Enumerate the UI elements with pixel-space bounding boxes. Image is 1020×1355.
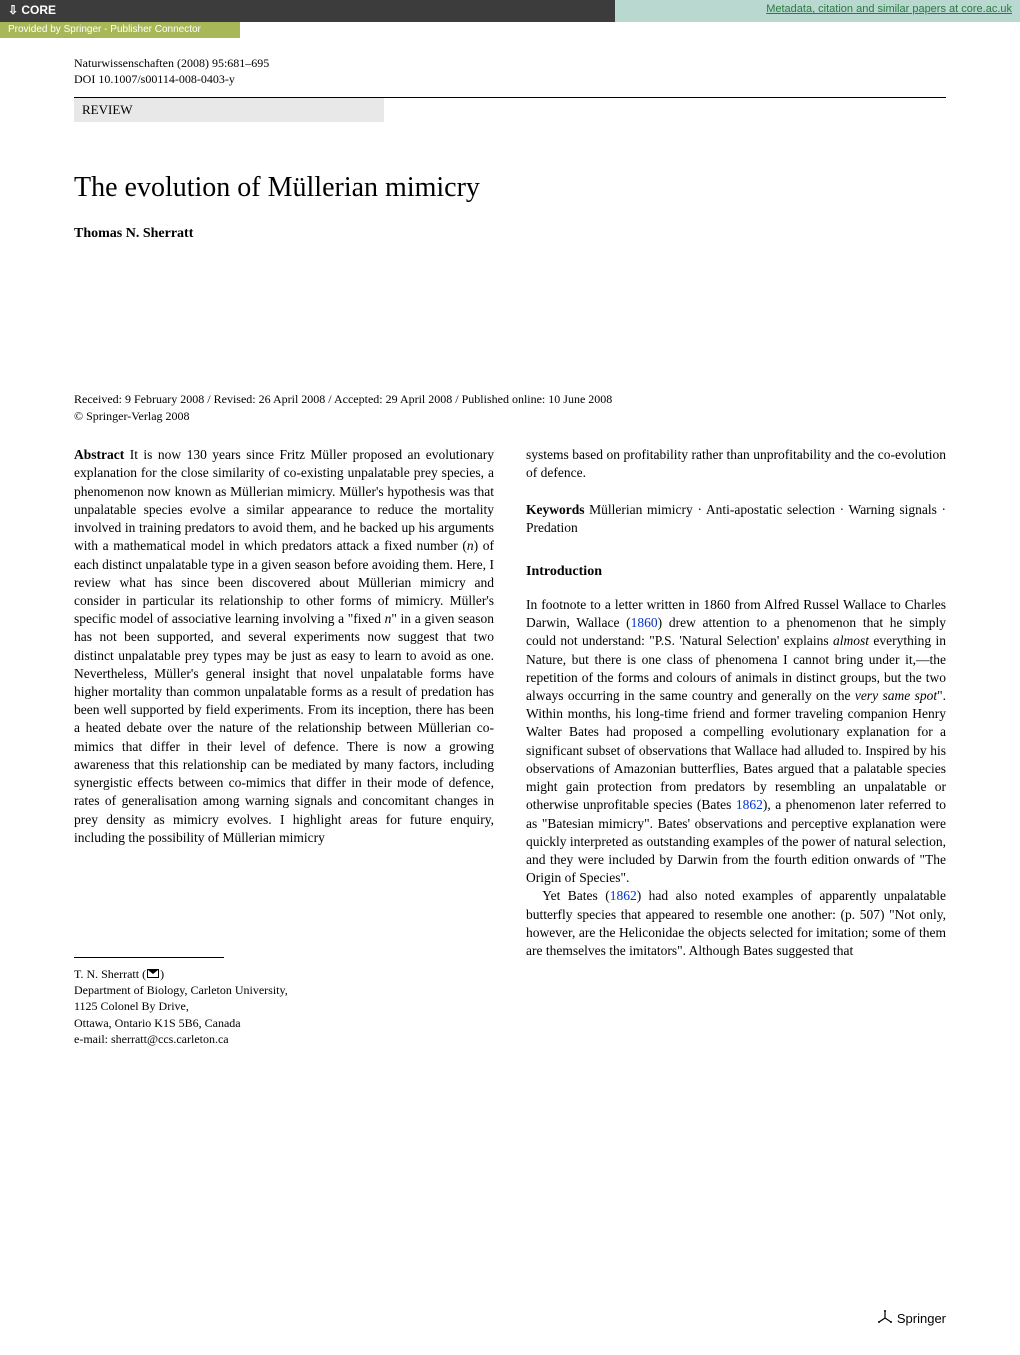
abstract-n1: n — [467, 538, 474, 553]
springer-text: Springer — [897, 1311, 946, 1326]
affiliation-addr2: Ottawa, Ontario K1S 5B6, Canada — [74, 1015, 494, 1031]
springer-footer: Springer — [877, 1310, 946, 1329]
right-column: systems based on profitability rather th… — [526, 446, 946, 1047]
article-title: The evolution of Müllerian mimicry — [74, 172, 946, 204]
intro-p1-d: ". Within months, his long-time friend a… — [526, 688, 946, 812]
abstract-continuation: systems based on profitability rather th… — [526, 446, 946, 482]
introduction-heading: Introduction — [526, 563, 946, 582]
ref-bates-1862-a[interactable]: 1862 — [736, 797, 763, 812]
core-link-section: Metadata, citation and similar papers at… — [615, 0, 1020, 22]
ref-bates-1862-b[interactable]: 1862 — [610, 888, 637, 903]
springer-logo-icon — [877, 1310, 893, 1329]
copyright-line: © Springer-Verlag 2008 — [74, 409, 946, 424]
left-column: Abstract It is now 130 years since Fritz… — [74, 446, 494, 1047]
core-label: CORE — [21, 3, 56, 17]
affiliation-block: T. N. Sherratt () Department of Biology,… — [74, 966, 494, 1047]
page-content: Naturwissenschaften (2008) 95:681–695 DO… — [0, 38, 1020, 1087]
abstract-paragraph: Abstract It is now 130 years since Fritz… — [74, 446, 494, 847]
dates-line: Received: 9 February 2008 / Revised: 26 … — [74, 392, 946, 407]
mail-icon — [147, 969, 159, 978]
core-logo-section: ⇩ CORE — [0, 0, 615, 22]
affiliation-divider — [74, 957, 224, 958]
core-metadata-link[interactable]: Metadata, citation and similar papers at… — [766, 3, 1012, 15]
two-column-body: Abstract It is now 130 years since Fritz… — [74, 446, 946, 1047]
intro-para-1: In footnote to a letter written in 1860 … — [526, 596, 946, 888]
keywords-text: Müllerian mimicry · Anti-apostatic selec… — [526, 502, 946, 535]
abstract-label: Abstract — [74, 447, 124, 462]
abstract-text-1: It is now 130 years since Fritz Müller p… — [74, 447, 494, 553]
intro-almost: almost — [833, 633, 869, 648]
affiliation-addr1: 1125 Colonel By Drive, — [74, 998, 494, 1014]
provider-banner: Provided by Springer - Publisher Connect… — [0, 22, 240, 38]
affiliation-name-line: T. N. Sherratt () — [74, 966, 494, 982]
doi-line: DOI 10.1007/s00114-008-0403-y — [74, 72, 946, 88]
author-name: Thomas N. Sherratt — [74, 226, 946, 242]
affiliation-name: T. N. Sherratt ( — [74, 967, 146, 981]
ref-wallace-1860[interactable]: 1860 — [631, 615, 658, 630]
abstract-text-3: " in a given season has not been support… — [74, 611, 494, 845]
article-type-label: REVIEW — [74, 98, 384, 122]
intro-very-same-spot: very same spot — [855, 688, 937, 703]
intro-p2-a: Yet Bates ( — [542, 888, 610, 903]
keywords-paragraph: Keywords Müllerian mimicry · Anti-aposta… — [526, 501, 946, 537]
journal-citation: Naturwissenschaften (2008) 95:681–695 — [74, 56, 946, 72]
affiliation-dept: Department of Biology, Carleton Universi… — [74, 982, 494, 998]
download-icon: ⇩ — [8, 3, 21, 17]
core-banner: ⇩ CORE Metadata, citation and similar pa… — [0, 0, 1020, 22]
affiliation-email: e-mail: sherratt@ccs.carleton.ca — [74, 1031, 494, 1047]
keywords-label: Keywords — [526, 502, 585, 517]
intro-para-2: Yet Bates (1862) had also noted examples… — [526, 887, 946, 960]
affiliation-name-close: ) — [160, 967, 164, 981]
